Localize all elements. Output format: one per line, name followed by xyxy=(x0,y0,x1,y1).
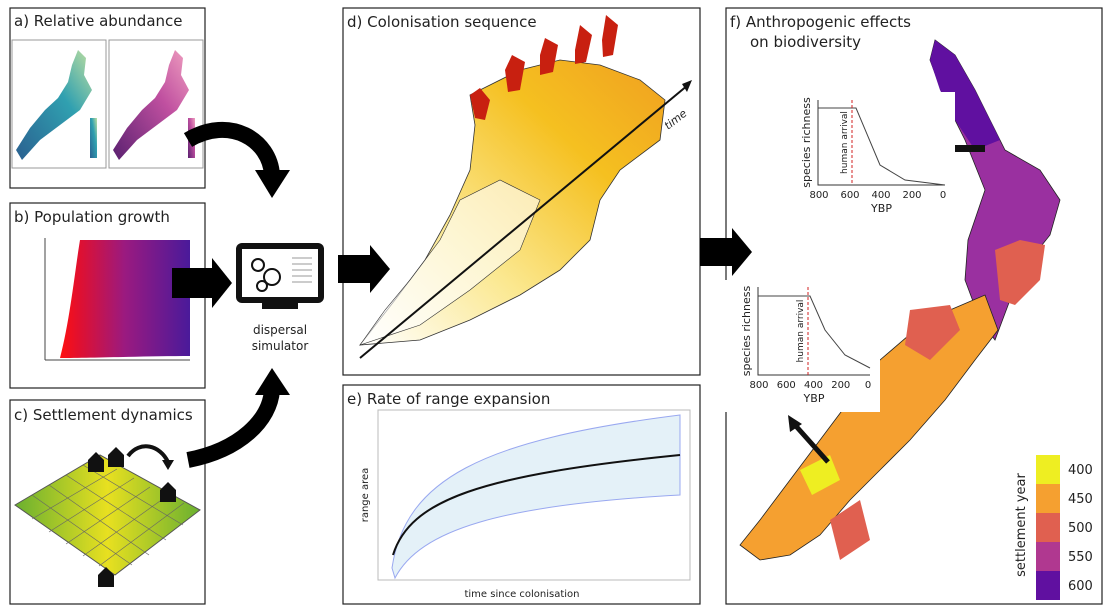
inset-y-label: species richness xyxy=(740,286,753,377)
legend-swatch xyxy=(1036,513,1060,542)
panel-title: d) Colonisation sequence xyxy=(347,13,537,31)
arrival-label: human arrival xyxy=(796,300,806,363)
shape xyxy=(88,452,104,472)
colonisation-maps xyxy=(360,15,692,358)
legend-label: 550 xyxy=(1068,550,1093,565)
shape xyxy=(732,228,752,276)
inset-tick-label: 0 xyxy=(940,190,946,201)
simulator-icon xyxy=(236,243,324,309)
shape xyxy=(262,303,298,309)
shape xyxy=(212,258,232,308)
arrival-label: human arrival xyxy=(840,111,850,174)
inset-tick-label: 200 xyxy=(831,380,850,391)
shape xyxy=(682,80,692,92)
simulator-label: simulator xyxy=(252,339,309,353)
inset-tick-label: 400 xyxy=(804,380,823,391)
inset-tick-label: 600 xyxy=(840,190,859,201)
legend: settlement year 400 450 500 550 600 xyxy=(1005,448,1100,602)
inset-tick-label: 800 xyxy=(809,190,828,201)
legend-label: 400 xyxy=(1068,463,1093,478)
legend-swatch xyxy=(1036,571,1060,600)
inset-tick-label: 400 xyxy=(871,190,890,201)
panel-title: c) Settlement dynamics xyxy=(14,406,193,424)
shape xyxy=(700,238,732,266)
x-axis-label: time since colonisation xyxy=(464,589,579,600)
legend-label: 500 xyxy=(1068,521,1093,536)
shape xyxy=(602,15,618,57)
legend-swatch xyxy=(1036,484,1060,513)
legend-label: 450 xyxy=(1068,492,1093,507)
inset-tick-label: 0 xyxy=(865,380,871,391)
inset-x-label: YBP xyxy=(803,392,825,405)
legend-label: 600 xyxy=(1068,579,1093,594)
axis-label: time xyxy=(662,107,690,133)
shape xyxy=(575,25,592,64)
inset-tick-label: 800 xyxy=(749,380,768,391)
shape xyxy=(955,145,985,152)
panel-title: a) Relative abundance xyxy=(14,12,183,30)
shape xyxy=(108,447,124,467)
landscape-grid xyxy=(15,455,200,575)
inset-x-label: YBP xyxy=(870,202,892,215)
inset-tick-label: 200 xyxy=(902,190,921,201)
shape xyxy=(255,368,290,395)
y-axis-label: range area xyxy=(360,468,371,523)
shape xyxy=(995,240,1045,305)
legend-swatch xyxy=(1036,455,1060,484)
legend-swatch xyxy=(1036,542,1060,571)
shape xyxy=(338,255,370,283)
growth-curves xyxy=(60,240,190,358)
simulator-label: dispersal xyxy=(253,323,307,337)
legend-title: settlement year xyxy=(1014,472,1029,576)
figure: a) Relative abundance b) Population grow… xyxy=(0,0,1103,605)
panel-title: e) Rate of range expansion xyxy=(347,390,550,408)
shape xyxy=(172,268,212,298)
arrow-head xyxy=(162,460,174,470)
inset-y-label: species richness xyxy=(800,97,813,188)
panel-title: on biodiversity xyxy=(750,33,861,51)
inset-tick-label: 600 xyxy=(777,380,796,391)
shape xyxy=(160,482,176,502)
arrow xyxy=(128,446,168,462)
colorbar xyxy=(90,118,97,158)
confidence-band xyxy=(392,415,680,578)
shape xyxy=(370,245,390,293)
panel-title: f) Anthropogenic effects xyxy=(730,13,911,31)
shape xyxy=(255,170,290,198)
panel-title: b) Population growth xyxy=(14,208,170,226)
